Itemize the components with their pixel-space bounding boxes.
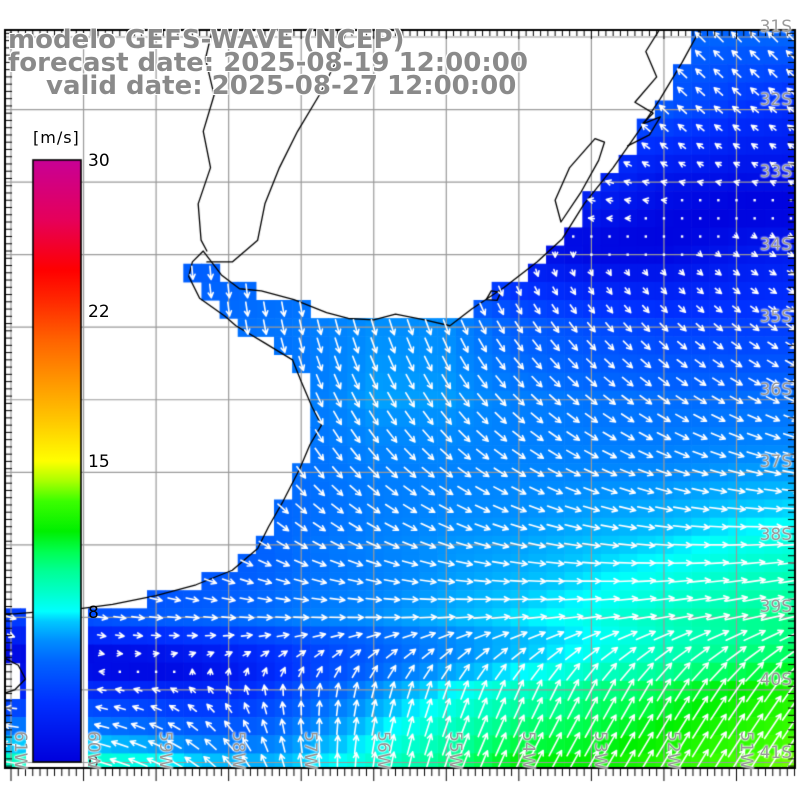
wind-wave-map-canvas (0, 0, 800, 800)
wave-forecast-map-window: modelo GEFS-WAVE (NCEP) forecast date: 2… (0, 0, 800, 800)
